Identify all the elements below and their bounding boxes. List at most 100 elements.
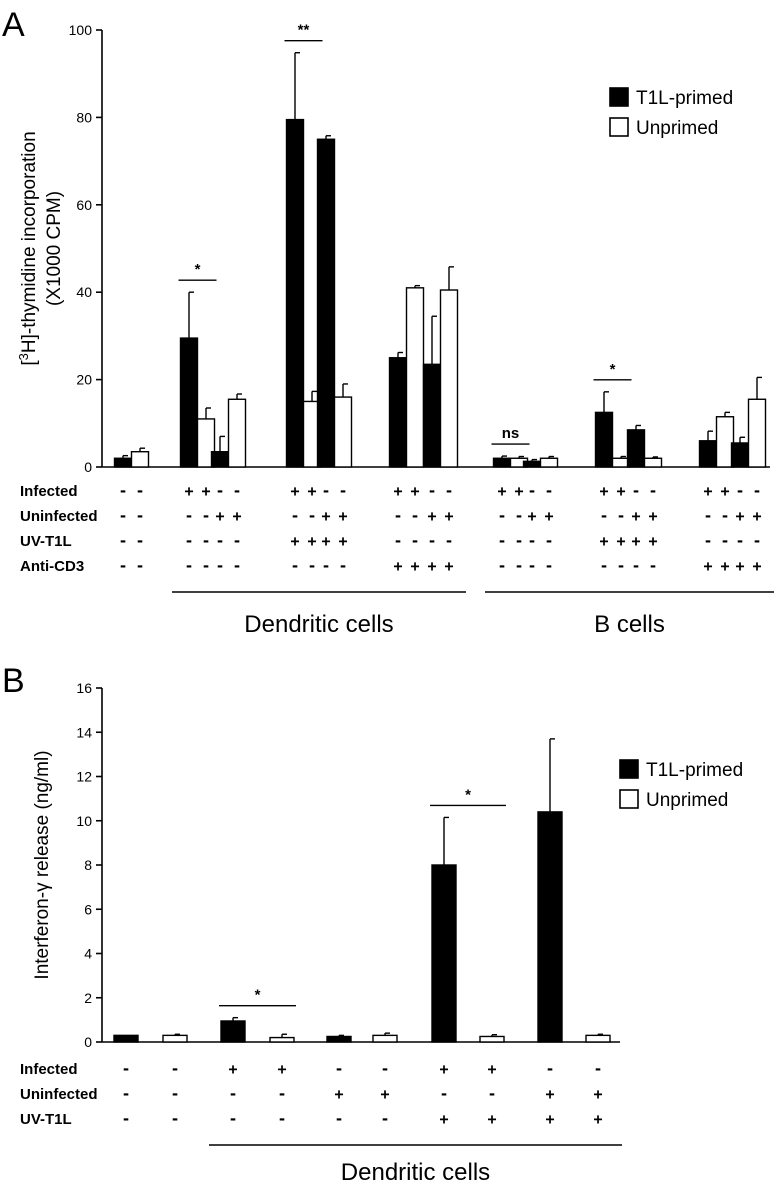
bar-unprimed xyxy=(269,1036,295,1043)
condition-mark: + xyxy=(228,1060,237,1078)
condition-mark: - xyxy=(527,557,536,575)
condition-mark: - xyxy=(232,532,241,550)
condition-mark: - xyxy=(232,482,241,500)
condition-mark: + xyxy=(232,507,241,525)
legend-label: Unprimed xyxy=(636,118,718,139)
condition-mark: - xyxy=(228,1110,237,1128)
condition-mark: + xyxy=(631,507,640,525)
condition-mark: + xyxy=(703,482,712,500)
condition-mark: - xyxy=(616,507,625,525)
condition-mark: - xyxy=(118,532,127,550)
condition-mark: + xyxy=(720,557,729,575)
bar-t1l-primed xyxy=(730,442,750,468)
condition-mark: + xyxy=(427,507,436,525)
condition-mark: + xyxy=(410,482,419,500)
condition-mark: - xyxy=(184,507,193,525)
bar-t1l-primed xyxy=(179,337,199,468)
condition-mark: + xyxy=(439,1110,448,1128)
condition-mark: + xyxy=(648,507,657,525)
group-label: Dendritic cells xyxy=(244,611,393,638)
condition-mark: - xyxy=(338,557,347,575)
condition-mark: - xyxy=(593,1060,602,1078)
condition-mark: + xyxy=(720,482,729,500)
condition-mark: - xyxy=(215,482,224,500)
group-label: Dendritic cells xyxy=(341,1159,490,1186)
condition-mark: - xyxy=(720,532,729,550)
bar-t1l-primed xyxy=(522,460,542,468)
condition-row-label: UV-T1L xyxy=(20,1111,72,1128)
condition-mark: + xyxy=(338,507,347,525)
bar-unprimed xyxy=(333,396,353,468)
bar-t1l-primed xyxy=(210,451,230,468)
bar-unprimed xyxy=(405,287,425,468)
condition-mark: + xyxy=(307,482,316,500)
condition-mark: + xyxy=(393,557,402,575)
condition-mark: + xyxy=(277,1060,286,1078)
condition-mark: - xyxy=(201,532,210,550)
condition-mark: - xyxy=(215,532,224,550)
condition-mark: + xyxy=(593,1110,602,1128)
condition-mark: - xyxy=(201,507,210,525)
y-tick-label: 10 xyxy=(76,813,92,829)
condition-mark: - xyxy=(544,557,553,575)
condition-mark: + xyxy=(752,507,761,525)
y-tick-label: 20 xyxy=(76,372,92,388)
condition-mark: + xyxy=(321,507,330,525)
condition-mark: - xyxy=(752,532,761,550)
legend-swatch-unprimed xyxy=(619,789,639,809)
bar-unprimed xyxy=(162,1034,188,1043)
condition-mark: - xyxy=(307,507,316,525)
condition-mark: - xyxy=(277,1085,286,1103)
condition-mark: - xyxy=(121,1110,130,1128)
panel-label: B xyxy=(2,662,25,700)
bar-t1l-primed xyxy=(698,440,718,468)
condition-mark: - xyxy=(720,507,729,525)
condition-mark: + xyxy=(544,507,553,525)
condition-mark: + xyxy=(648,532,657,550)
bar-t1l-primed xyxy=(492,457,512,468)
y-tick-label: 0 xyxy=(84,1034,92,1050)
bar-t1l-primed xyxy=(537,811,563,1043)
condition-mark: - xyxy=(735,532,744,550)
condition-mark: - xyxy=(201,557,210,575)
condition-mark: + xyxy=(616,532,625,550)
condition-mark: - xyxy=(118,507,127,525)
condition-mark: + xyxy=(487,1060,496,1078)
panel-label: A xyxy=(2,6,25,44)
condition-mark: - xyxy=(444,532,453,550)
bar-t1l-primed xyxy=(594,411,614,468)
legend-swatch-t1l-primed xyxy=(619,759,639,779)
condition-mark: + xyxy=(599,532,608,550)
condition-mark: - xyxy=(497,557,506,575)
y-axis-label: Interferon-γ release (ng/ml) xyxy=(32,750,53,979)
significance-label: * xyxy=(610,361,616,378)
y-tick-label: 8 xyxy=(84,857,92,873)
condition-row-label: UV-T1L xyxy=(20,533,72,550)
condition-mark: + xyxy=(735,557,744,575)
condition-mark: - xyxy=(514,532,523,550)
condition-mark: - xyxy=(170,1060,179,1078)
condition-mark: - xyxy=(410,507,419,525)
condition-mark: - xyxy=(321,482,330,500)
bar-t1l-primed xyxy=(316,138,336,468)
condition-mark: - xyxy=(752,482,761,500)
condition-mark: + xyxy=(631,532,640,550)
condition-mark: - xyxy=(648,482,657,500)
condition-mark: - xyxy=(527,482,536,500)
condition-row-label: Infected xyxy=(20,483,78,500)
y-tick-label: 100 xyxy=(69,22,93,38)
condition-mark: - xyxy=(334,1110,343,1128)
panel-a: A 0 20 40 60 80 100 [3H]-thymidine incorporatio… xyxy=(2,6,774,638)
condition-mark: - xyxy=(544,532,553,550)
condition-mark: - xyxy=(703,507,712,525)
legend-swatch-unprimed xyxy=(609,117,629,137)
condition-mark: - xyxy=(545,1060,554,1078)
bar-unprimed xyxy=(227,398,247,468)
condition-mark: + xyxy=(380,1085,389,1103)
bar-t1l-primed xyxy=(285,118,305,468)
condition-mark: + xyxy=(321,532,330,550)
legend-label: T1L-primed xyxy=(636,88,733,109)
significance-label: ns xyxy=(502,425,520,442)
condition-mark: - xyxy=(410,532,419,550)
